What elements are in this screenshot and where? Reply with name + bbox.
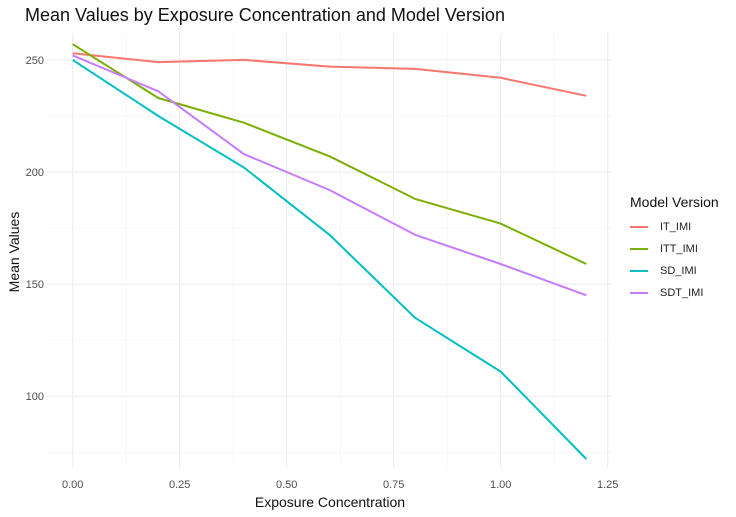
x-tick-label: 0.00 (62, 479, 83, 491)
x-tick-label: 0.50 (276, 479, 297, 491)
series-lines (72, 43, 588, 460)
x-tick-label: 1.25 (597, 479, 618, 491)
legend-key (630, 292, 648, 294)
legend-item: ITT_IMI (630, 238, 719, 260)
series-line-itt-imi (72, 43, 587, 265)
series-line-sdt-imi (72, 54, 587, 297)
series-line-sd-imi (72, 59, 588, 460)
legend-key (630, 226, 648, 228)
legend-key (630, 248, 648, 250)
x-tick-label: 0.75 (383, 479, 404, 491)
legend-label: SD_IMI (660, 265, 697, 277)
grid (47, 33, 612, 468)
x-tick-label: 1.00 (490, 479, 511, 491)
legend-item: SD_IMI (630, 260, 719, 282)
series-line-it-imi (72, 52, 587, 97)
chart-title: Mean Values by Exposure Concentration an… (25, 5, 505, 25)
y-tick-label: 200 (26, 167, 44, 179)
legend-key (630, 270, 648, 272)
legend-label: ITT_IMI (660, 243, 698, 255)
x-tick-label: 0.25 (169, 479, 190, 491)
y-axis-ticks: 100 150 200 250 (26, 55, 44, 403)
y-tick-label: 100 (26, 391, 44, 403)
y-tick-label: 250 (26, 55, 44, 67)
legend-label: SDT_IMI (660, 287, 704, 299)
x-axis-title: Exposure Concentration (255, 494, 405, 510)
legend-item: IT_IMI (630, 216, 719, 238)
legend-label: IT_IMI (660, 221, 692, 233)
x-axis-ticks: 0.00 0.25 0.50 0.75 1.00 1.25 (62, 479, 618, 491)
legend-title: Model Version (630, 194, 719, 210)
legend-items: IT_IMI ITT_IMI SD_IMI SDT_IMI (630, 216, 719, 304)
legend-item: SDT_IMI (630, 282, 719, 304)
legend: Model Version IT_IMI ITT_IMI SD_IMI SDT_IMI (630, 194, 719, 304)
y-tick-label: 150 (26, 279, 44, 291)
y-axis-title: Mean Values (6, 212, 22, 293)
